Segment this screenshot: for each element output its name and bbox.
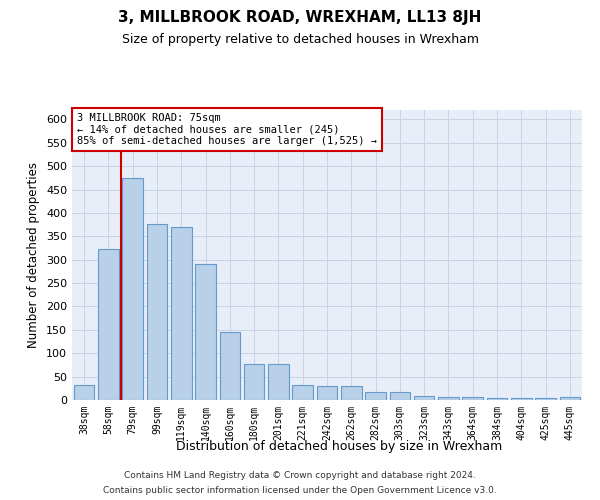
Bar	[317, 386, 337, 400]
Text: 3 MILLBROOK ROAD: 75sqm
← 14% of detached houses are smaller (245)
85% of semi-d: 3 MILLBROOK ROAD: 75sqm ← 14% of detache…	[77, 113, 377, 146]
Bar	[438, 396, 459, 400]
Bar	[414, 396, 434, 400]
Bar	[244, 364, 265, 400]
Bar	[487, 398, 508, 400]
Bar	[341, 386, 362, 400]
Bar	[195, 264, 216, 400]
Bar	[74, 385, 94, 400]
Bar	[220, 332, 240, 400]
Text: Contains HM Land Registry data © Crown copyright and database right 2024.: Contains HM Land Registry data © Crown c…	[124, 471, 476, 480]
Bar	[463, 397, 483, 400]
Bar	[171, 227, 191, 400]
Bar	[560, 397, 580, 400]
Bar	[268, 364, 289, 400]
Y-axis label: Number of detached properties: Number of detached properties	[28, 162, 40, 348]
Bar	[365, 392, 386, 400]
Bar	[511, 398, 532, 400]
Text: Contains public sector information licensed under the Open Government Licence v3: Contains public sector information licen…	[103, 486, 497, 495]
Bar	[389, 392, 410, 400]
Bar	[535, 398, 556, 400]
Text: Size of property relative to detached houses in Wrexham: Size of property relative to detached ho…	[121, 32, 479, 46]
Text: Distribution of detached houses by size in Wrexham: Distribution of detached houses by size …	[176, 440, 502, 453]
Bar	[122, 178, 143, 400]
Text: 3, MILLBROOK ROAD, WREXHAM, LL13 8JH: 3, MILLBROOK ROAD, WREXHAM, LL13 8JH	[118, 10, 482, 25]
Bar	[146, 224, 167, 400]
Bar	[292, 384, 313, 400]
Bar	[98, 250, 119, 400]
